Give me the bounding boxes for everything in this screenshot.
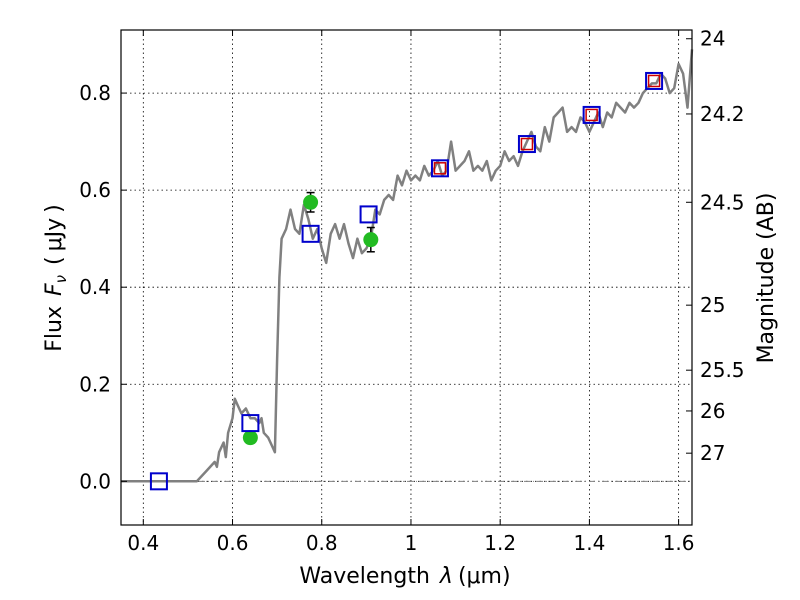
model-photometry-inner-square bbox=[585, 108, 598, 122]
spectrum-series bbox=[121, 49, 694, 483]
x-axis-label-text: Wavelength bbox=[299, 564, 430, 589]
y2-tick-label: 24.2 bbox=[700, 102, 745, 126]
y2-tick-label: 25.5 bbox=[700, 358, 745, 382]
y-axis-label-unit: μJy bbox=[42, 218, 67, 252]
x-tick-label: 0.8 bbox=[306, 531, 338, 555]
y-tick-label: 0.2 bbox=[79, 372, 111, 396]
model-photometry-square bbox=[645, 71, 664, 90]
y2-tick-label: 26 bbox=[700, 399, 725, 423]
observed-point bbox=[303, 194, 319, 210]
y2-tick-label: 24.5 bbox=[700, 190, 745, 214]
model-photometry-inner-square bbox=[647, 74, 661, 88]
y-axis-label-subscript: ν bbox=[52, 275, 70, 283]
model-photometry-square bbox=[301, 224, 320, 243]
x-ticks: 0.4 0.6 0.8 1 1.2 1.4 1.6 bbox=[127, 30, 695, 555]
grid bbox=[121, 30, 692, 525]
x-axis-label: Wavelength λ (μm) bbox=[299, 564, 510, 589]
y-tick-label: 0.4 bbox=[79, 275, 111, 299]
observed-points bbox=[242, 194, 379, 446]
x-axis-label-symbol: λ bbox=[439, 564, 453, 589]
x-tick-label: 0.4 bbox=[127, 531, 159, 555]
x-tick-label: 1.2 bbox=[484, 531, 516, 555]
model-photometry-square bbox=[517, 135, 536, 154]
model-photometry-square bbox=[149, 472, 168, 491]
model-photometry-inner-square bbox=[433, 162, 447, 175]
x-tick-label: 1.4 bbox=[573, 531, 605, 555]
y-ticks: 0.0 0.2 0.4 0.6 0.8 bbox=[79, 81, 127, 493]
x-axis-label-unit: μm bbox=[467, 564, 502, 589]
model-photometry-points bbox=[149, 71, 664, 491]
x-tick-label: 1 bbox=[405, 531, 418, 555]
y2-axis-label: Magnitude (AB) bbox=[754, 193, 779, 364]
model-photometry-inner-square bbox=[520, 137, 534, 151]
x-tick-label: 0.6 bbox=[217, 531, 249, 555]
y2-ticks: 24 24.2 24.5 25 25.5 26 27 bbox=[686, 27, 745, 465]
y-axis-label-symbol: F bbox=[42, 283, 67, 296]
y2-tick-label: 27 bbox=[700, 441, 725, 465]
y-tick-label: 0.0 bbox=[79, 469, 111, 493]
y2-tick-label: 24 bbox=[700, 27, 725, 51]
y-axis-label: FluxFν(μJy) bbox=[42, 204, 70, 351]
model-photometry-square bbox=[359, 205, 378, 224]
y2-tick-label: 25 bbox=[700, 293, 725, 317]
observed-point bbox=[363, 232, 379, 248]
model-photometry-square bbox=[241, 414, 260, 433]
spectrum-line bbox=[121, 49, 694, 483]
observed-point bbox=[242, 430, 258, 446]
y-tick-label: 0.8 bbox=[79, 81, 111, 105]
x-tick-label: 1.6 bbox=[663, 531, 695, 555]
model-photometry-square bbox=[430, 159, 449, 178]
y-tick-label: 0.6 bbox=[79, 178, 111, 202]
model-photometry-square bbox=[582, 105, 601, 124]
y-axis-label-text: Flux bbox=[42, 306, 67, 352]
plot-frame bbox=[120, 29, 693, 526]
